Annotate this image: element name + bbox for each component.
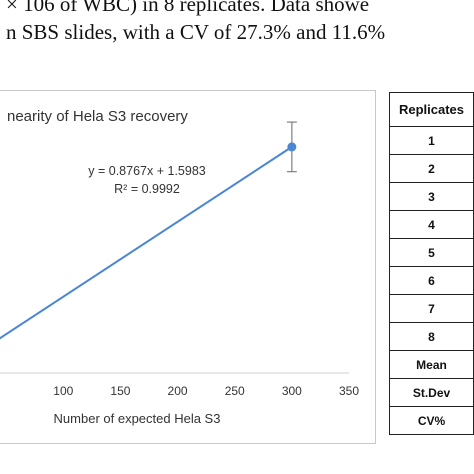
table-cell: 2 <box>389 154 474 183</box>
table-cell: St.Dev <box>389 378 474 407</box>
table-row: Mean <box>389 350 474 379</box>
table-cell: 7 <box>389 294 474 323</box>
table-header: Replicates <box>389 92 474 127</box>
table-cell: CV% <box>389 406 474 435</box>
table-row: 7 <box>389 294 474 323</box>
table-row: 5 <box>389 238 474 267</box>
table-row: St.Dev <box>389 378 474 407</box>
chart-svg: nearity of Hela S3 recovery 100 150 200 250 3… <box>0 108 359 426</box>
table-row: 1 <box>389 126 474 155</box>
table-row: 3 <box>389 182 474 211</box>
x-tick-label: 200 <box>168 384 188 398</box>
x-tick-label: 350 <box>339 384 359 398</box>
table-cell: 5 <box>389 238 474 267</box>
x-tick-label: 300 <box>282 384 302 398</box>
replicates-table-panel: Replicates 1 2 3 4 5 6 7 8 Mean St.Dev CV% <box>389 92 474 435</box>
table-cell: 8 <box>389 322 474 351</box>
table-cell: 1 <box>389 126 474 155</box>
table-cell: Mean <box>389 350 474 379</box>
table-row: 6 <box>389 266 474 295</box>
table-cell: 4 <box>389 210 474 239</box>
table-cell: 6 <box>389 266 474 295</box>
chart-title: nearity of Hela S3 recovery <box>7 108 188 125</box>
table-cell: 3 <box>389 182 474 211</box>
x-tick-label: 250 <box>225 384 245 398</box>
trendline-equation: y = 0.8767x + 1.5983 <box>88 164 206 178</box>
caption-line-1: × 106 of WBC) in 8 replicates. Data show… <box>6 0 370 16</box>
x-tick-label: 100 <box>53 384 73 398</box>
caption-line-2: n SBS slides, with a CV of 27.3% and 11.… <box>6 20 386 44</box>
table-row: 2 <box>389 154 474 183</box>
table-row: 4 <box>389 210 474 239</box>
x-tick-label: 150 <box>110 384 130 398</box>
table-body: 1 2 3 4 5 6 7 8 Mean St.Dev CV% <box>389 126 474 435</box>
chart-panel: nearity of Hela S3 recovery 100 150 200 250 3… <box>0 90 376 444</box>
r-squared-label: R² = 0.9992 <box>114 182 180 196</box>
data-point <box>287 142 297 152</box>
replicates-table: Replicates 1 2 3 4 5 6 7 8 Mean St.Dev CV% <box>389 92 474 435</box>
table-row: 8 <box>389 322 474 351</box>
x-axis-label: Number of expected Hela S3 <box>54 411 221 426</box>
table-row: CV% <box>389 406 474 435</box>
trendline <box>0 146 293 340</box>
